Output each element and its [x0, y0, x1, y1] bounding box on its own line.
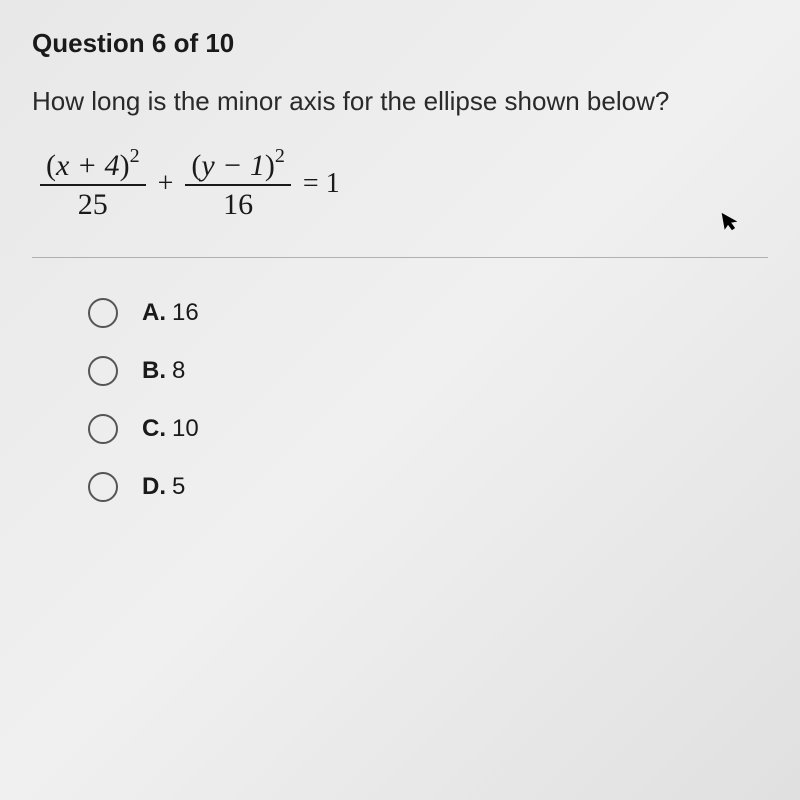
radio-icon[interactable] [88, 356, 118, 386]
radio-icon[interactable] [88, 298, 118, 328]
fraction-2-denominator: 16 [223, 186, 253, 221]
question-number-header: Question 6 of 10 [32, 28, 768, 59]
option-letter: B. [142, 357, 166, 385]
fraction-1: (x + 4)2 25 [40, 147, 146, 221]
option-d[interactable]: D. 5 [88, 472, 768, 502]
radio-icon[interactable] [88, 472, 118, 502]
option-value: 5 [172, 473, 185, 501]
option-value: 8 [172, 357, 185, 385]
option-b[interactable]: B. 8 [88, 356, 768, 386]
quiz-content: Question 6 of 10 How long is the minor a… [0, 0, 800, 558]
section-divider [32, 257, 768, 258]
radio-icon[interactable] [88, 414, 118, 444]
ellipse-equation: (x + 4)2 25 + (y − 1)2 16 = 1 [32, 147, 768, 221]
option-a[interactable]: A. 16 [88, 298, 768, 328]
fraction-2-numerator: (y − 1)2 [185, 147, 291, 186]
fraction-1-numerator: (x + 4)2 [40, 147, 146, 186]
fraction-2: (y − 1)2 16 [185, 147, 291, 221]
answer-options: A. 16 B. 8 C. 10 D. 5 [32, 298, 768, 502]
equals-rhs: = 1 [303, 168, 340, 200]
fraction-1-denominator: 25 [78, 186, 108, 221]
plus-sign: + [158, 168, 174, 200]
option-c[interactable]: C. 10 [88, 414, 768, 444]
option-letter: C. [142, 415, 166, 443]
option-letter: A. [142, 299, 166, 327]
option-letter: D. [142, 473, 166, 501]
question-prompt: How long is the minor axis for the ellip… [32, 83, 768, 119]
option-value: 10 [172, 415, 199, 443]
option-value: 16 [172, 299, 199, 327]
